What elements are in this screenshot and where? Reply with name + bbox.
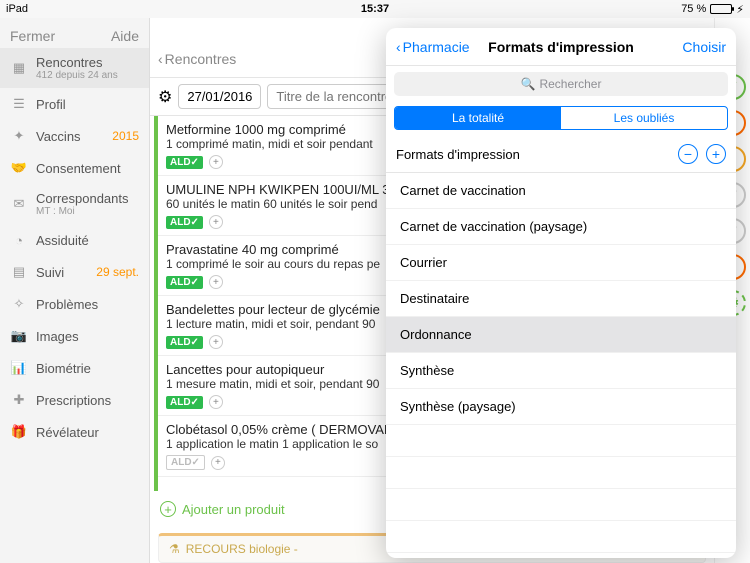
- sidebar-item-rencontres[interactable]: ▦ Rencontres412 depuis 24 ans: [0, 48, 149, 88]
- device-label: iPad: [6, 3, 28, 15]
- close-button[interactable]: Fermer: [10, 28, 55, 44]
- sidebar-item-label: Rencontres412 depuis 24 ans: [36, 55, 118, 81]
- status-bar: iPad 15:37 75 % ⚡︎: [0, 0, 750, 18]
- format-row[interactable]: Destinataire: [386, 281, 736, 317]
- sidebar-item-profil[interactable]: ☰ Profil: [0, 88, 149, 120]
- help-button[interactable]: Aide: [111, 28, 139, 44]
- sidebar-item-label: Images: [36, 329, 79, 344]
- back-label: Rencontres: [165, 51, 237, 67]
- sidebar-item-biométrie[interactable]: 📊 Biométrie: [0, 352, 149, 384]
- sidebar-item-label: Consentement: [36, 161, 121, 176]
- sidebar-badge: 29 sept.: [96, 265, 139, 279]
- format-row[interactable]: Synthèse (paysage): [386, 389, 736, 425]
- sidebar-item-correspondants[interactable]: ✉ CorrespondantsMT : Moi: [0, 184, 149, 224]
- expand-icon[interactable]: +: [209, 395, 223, 409]
- sidebar-badge: 2015: [112, 129, 139, 143]
- clock: 15:37: [361, 3, 389, 15]
- battery-icon: [710, 4, 732, 14]
- sidebar-item-images[interactable]: 📷 Images: [0, 320, 149, 352]
- format-row[interactable]: Courrier: [386, 245, 736, 281]
- format-row[interactable]: Carnet de vaccination (paysage): [386, 209, 736, 245]
- sidebar-icon: 📊: [10, 359, 28, 377]
- sidebar-item-label: Vaccins: [36, 129, 81, 144]
- sidebar-item-problèmes[interactable]: ✧ Problèmes: [0, 288, 149, 320]
- seg-forgot[interactable]: Les oubliés: [561, 107, 727, 129]
- sidebar-item-consentement[interactable]: 🤝 Consentement: [0, 152, 149, 184]
- sidebar-item-label: CorrespondantsMT : Moi: [36, 191, 129, 217]
- format-row[interactable]: Ordonnance: [386, 317, 736, 353]
- popover-back-button[interactable]: ‹ Pharmacie: [396, 39, 470, 55]
- sidebar-item-label: Suivi: [36, 265, 64, 280]
- search-placeholder: Rechercher: [539, 77, 601, 91]
- expand-icon[interactable]: +: [211, 456, 225, 470]
- sidebar-item-label: Révélateur: [36, 425, 99, 440]
- expand-icon[interactable]: +: [209, 215, 223, 229]
- sidebar-item-vaccins[interactable]: ✦ Vaccins 2015: [0, 120, 149, 152]
- sidebar-icon: ✉: [10, 195, 28, 213]
- sidebar-item-prescriptions[interactable]: ✚ Prescriptions: [0, 384, 149, 416]
- sidebar-item-suivi[interactable]: ▤ Suivi 29 sept.: [0, 256, 149, 288]
- add-format-button[interactable]: +: [706, 144, 726, 164]
- popover-list: Carnet de vaccinationCarnet de vaccinati…: [386, 173, 736, 558]
- ald-badge: ALD✓: [166, 396, 203, 409]
- battery-pct: 75 %: [681, 3, 706, 15]
- ald-badge: ALD✓: [166, 336, 203, 349]
- sidebar-icon: ✚: [10, 391, 28, 409]
- sidebar-icon: ✧: [10, 295, 28, 313]
- seg-all[interactable]: La totalité: [395, 107, 561, 129]
- sidebar-icon: 🤝: [10, 159, 28, 177]
- charging-icon: ⚡︎: [736, 3, 744, 16]
- ald-badge: ALD✓: [166, 276, 203, 289]
- add-product-label: Ajouter un produit: [182, 502, 285, 517]
- sidebar-icon: ▦: [10, 59, 28, 77]
- expand-icon[interactable]: +: [209, 155, 223, 169]
- sidebar-icon: ☰: [10, 95, 28, 113]
- sidebar-item-label: Biométrie: [36, 361, 91, 376]
- format-row[interactable]: Synthèse: [386, 353, 736, 389]
- sidebar-item-révélateur[interactable]: 🎁 Révélateur: [0, 416, 149, 448]
- ald-badge: ALD✓: [166, 156, 203, 169]
- popover-title: Formats d'impression: [488, 39, 634, 55]
- gear-icon[interactable]: ⚙: [158, 87, 172, 107]
- sidebar-item-label: Profil: [36, 97, 66, 112]
- popover-choose-button[interactable]: Choisir: [682, 39, 726, 55]
- segmented-control[interactable]: La totalité Les oubliés: [394, 106, 728, 130]
- ald-badge: ALD✓: [166, 455, 205, 470]
- popover-back-label: Pharmacie: [403, 39, 470, 55]
- ald-badge: ALD✓: [166, 216, 203, 229]
- back-button[interactable]: ‹ Rencontres: [158, 51, 236, 67]
- sidebar-icon: 📷: [10, 327, 28, 345]
- sidebar-item-label: Prescriptions: [36, 393, 111, 408]
- sidebar-item-label: Problèmes: [36, 297, 98, 312]
- sidebar: Fermer Aide ▦ Rencontres412 depuis 24 an…: [0, 18, 150, 563]
- sidebar-icon: 🎁: [10, 423, 28, 441]
- section-label: Formats d'impression: [396, 147, 520, 162]
- print-formats-popover: ‹ Pharmacie Formats d'impression Choisir…: [386, 28, 736, 558]
- sidebar-item-label: Assiduité: [36, 233, 89, 248]
- popover-section-header: Formats d'impression − +: [386, 136, 736, 173]
- sidebar-icon: ✦: [10, 127, 28, 145]
- search-icon: 🔍: [521, 77, 536, 91]
- encounter-date[interactable]: 27/01/2016: [178, 84, 261, 109]
- sidebar-icon: ▤: [10, 263, 28, 281]
- sidebar-item-assiduité[interactable]: ◔ Assiduité: [0, 224, 149, 256]
- expand-icon[interactable]: +: [209, 335, 223, 349]
- expand-icon[interactable]: +: [209, 275, 223, 289]
- flask-icon: ⚗: [169, 542, 180, 556]
- lower-label: RECOURS biologie -: [186, 542, 298, 556]
- remove-format-button[interactable]: −: [678, 144, 698, 164]
- popover-search[interactable]: 🔍 Rechercher: [394, 72, 728, 96]
- format-row[interactable]: Carnet de vaccination: [386, 173, 736, 209]
- sidebar-icon: ◔: [10, 231, 28, 249]
